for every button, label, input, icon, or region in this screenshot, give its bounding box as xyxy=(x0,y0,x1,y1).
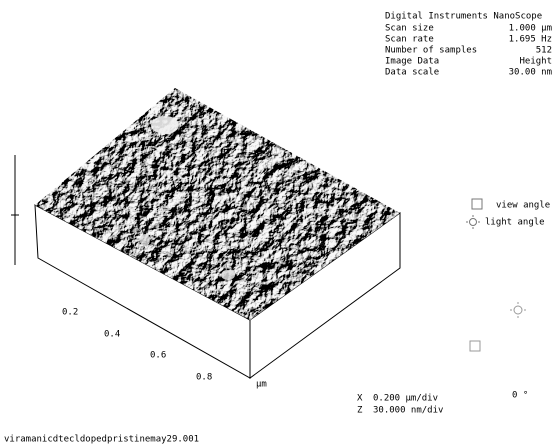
info-value: 1.695 Hz xyxy=(509,35,552,45)
tick-label: 0.2 xyxy=(62,308,78,318)
info-value: 512 xyxy=(536,46,552,56)
x-label: X xyxy=(357,394,363,404)
view-angle[interactable]: view angle xyxy=(496,201,550,211)
info-value: Height xyxy=(519,57,552,67)
z-label: Z xyxy=(357,406,363,416)
axis-unit: µm xyxy=(256,380,267,390)
tick-label: 0.4 xyxy=(104,330,120,340)
z-scale: 30.000 nm/div xyxy=(373,406,443,416)
light-icon xyxy=(510,302,526,318)
info-title: Digital Instruments NanoScope xyxy=(385,12,542,22)
view-icon xyxy=(470,341,480,351)
x-scale: 0.200 µm/div xyxy=(373,394,438,404)
light-angle[interactable]: light angle xyxy=(485,218,545,228)
info-key: Number of samples xyxy=(385,46,477,56)
page: {"info": {"title": "Digital Instruments … xyxy=(0,0,558,447)
info-value: 30.00 nm xyxy=(509,68,552,78)
info-key: Scan rate xyxy=(385,35,434,45)
angle: 0 ° xyxy=(512,391,528,401)
info-key: Image Data xyxy=(385,57,439,67)
info-key: Data scale xyxy=(385,68,439,78)
info-value: 1.000 µm xyxy=(509,24,552,34)
afm-view: 0.2 0.4 0.6 0.8 µm Digital Instruments N… xyxy=(0,0,558,447)
filename: viramanicdtecldopedpristinemay29.001 xyxy=(4,435,199,445)
info-key: Scan size xyxy=(385,24,434,34)
info-rows: Scan size 1.000 µm Scan rate 1.695 Hz Number… xyxy=(385,24,552,78)
light-angle-icon[interactable] xyxy=(466,215,480,229)
tick-label: 0.8 xyxy=(196,373,212,383)
tick-label: 0.6 xyxy=(150,351,166,361)
view-angle-icon[interactable] xyxy=(472,199,482,209)
